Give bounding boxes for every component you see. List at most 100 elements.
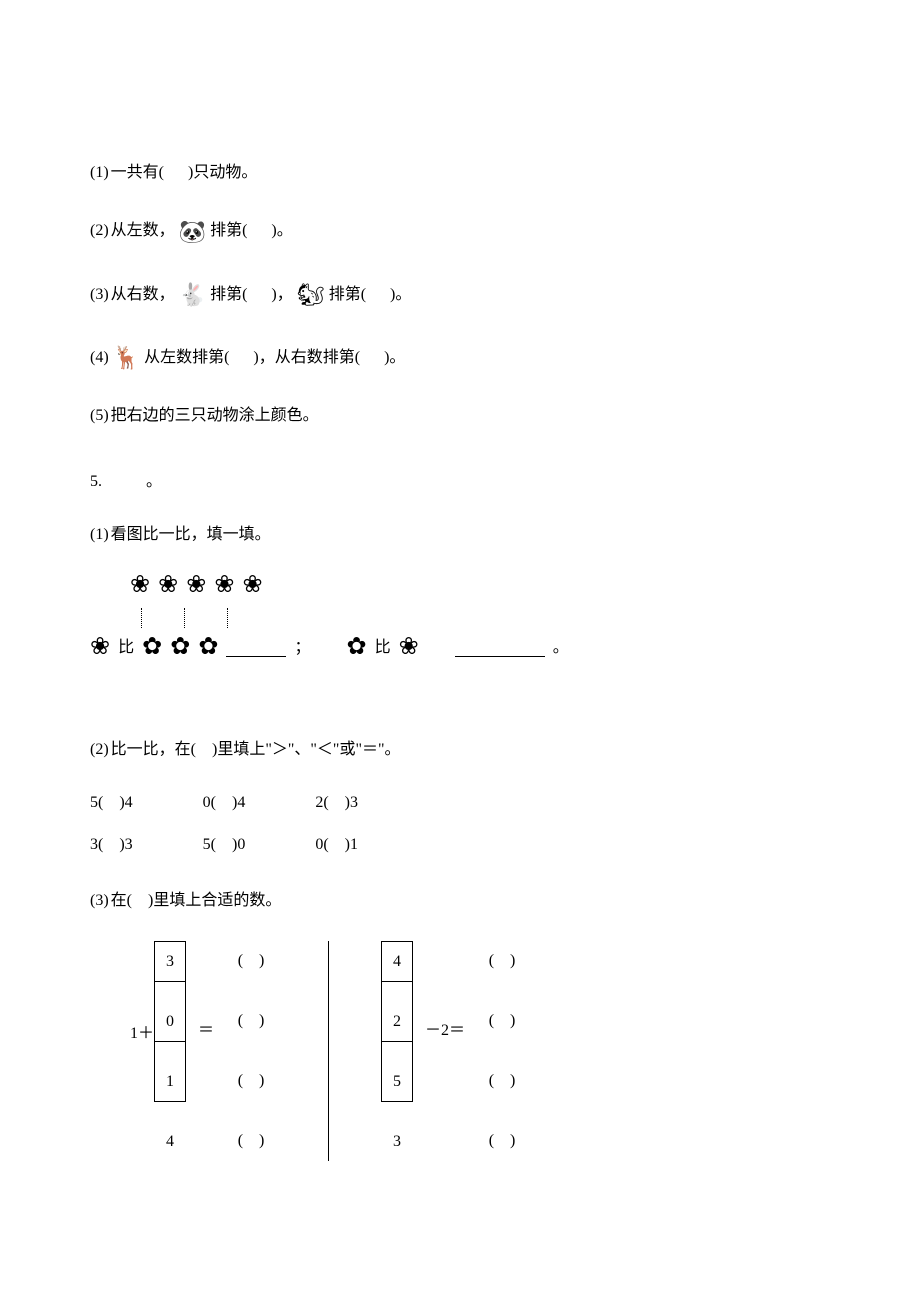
eq-ans-col: ( ) ( ) ( ) ( ): [226, 941, 276, 1161]
ans-cell: ( ): [477, 941, 527, 981]
q1-text-a: 一共有(: [111, 160, 164, 186]
compare-item: 3( )3: [90, 832, 133, 858]
section-5-label: 5.: [90, 469, 102, 495]
equation-right: 4 2 5 3 －2＝ ( ) ( ) ( ) ( ): [381, 941, 527, 1162]
p3-label: (3): [90, 888, 109, 914]
dotted-line: [227, 608, 251, 628]
ans-cell: ( ): [226, 1001, 276, 1041]
compare-item: 2( )3: [315, 790, 358, 816]
panda-icon: 🐼: [179, 214, 206, 249]
squirrel-icon: 🐿: [297, 277, 325, 312]
box-cell: 0: [155, 1002, 185, 1042]
ans-cell: ( ): [226, 1061, 276, 1101]
cmp-sep: ；: [294, 635, 310, 661]
p2-text: 比一比，在( )里填上"＞"、"＜"或"＝"。: [111, 737, 401, 763]
question-1: (1) 一共有( )只动物。: [90, 160, 830, 186]
q2-text-b: 排第(: [210, 218, 247, 244]
flower-row-bottom: ❀ 比 ✿ ✿ ✿ ； ✿ 比 ❀ 。: [90, 628, 830, 666]
q5-text: 把右边的三只动物涂上颜色。: [111, 403, 319, 429]
compare-row-2: 3( )3 5( )0 0( )1: [90, 832, 830, 858]
below-cell: 3: [381, 1122, 413, 1162]
p2-header: (2) 比一比，在( )里填上"＞"、"＜"或"＝"。: [90, 737, 830, 763]
flower-icon: ✿: [170, 628, 190, 666]
ans-cell: ( ): [477, 1001, 527, 1041]
p3-text: 在( )里填上合适的数。: [111, 888, 282, 914]
compare-item: 5( )0: [203, 832, 246, 858]
ans-col: ( ) ( ) ( ): [226, 941, 276, 1101]
flower-icon: ✿: [142, 628, 162, 666]
equation-section: 1＋ 3 0 1 4 ＝ ( ) ( ) ( ) ( ) 4 2 5: [130, 941, 830, 1162]
compare-row-1: 5( )4 0( )4 2( )3: [90, 790, 830, 816]
box-cell: 2: [382, 1002, 412, 1042]
q4-text-b: )，从右数排第(: [253, 345, 360, 371]
boxed-col: 3 0 1: [154, 941, 186, 1102]
q2-text-a: 从左数，: [111, 218, 175, 244]
question-5: (5) 把右边的三只动物涂上颜色。: [90, 403, 830, 429]
flower-icon: ❀: [130, 566, 150, 604]
spacer: [90, 697, 830, 737]
eq-left-col: 3 0 1 4: [154, 941, 186, 1162]
flower-icon: ❀: [186, 566, 206, 604]
box-cell: 1: [155, 1062, 185, 1102]
q3-text-d: 排第(: [329, 282, 366, 308]
q2-text-c: )。: [271, 218, 292, 244]
dotted-line: [184, 608, 208, 628]
question-2: (2) 从左数， 🐼 排第( )。: [90, 214, 830, 249]
blank-line: [226, 639, 286, 657]
q1-label: (1): [90, 160, 109, 186]
compare-item: 5( )4: [90, 790, 133, 816]
question-3: (3) 从右数， 🐇 排第( )， 🐿 排第( )。: [90, 277, 830, 312]
box-cell: 3: [155, 942, 185, 982]
p2-label: (2): [90, 737, 109, 763]
compare-item: 0( )4: [203, 790, 246, 816]
flower-row-top: ❀ ❀ ❀ ❀ ❀: [130, 566, 830, 604]
flower-icon: ✿: [198, 628, 218, 666]
cmp-text: 比: [375, 635, 391, 661]
equation-left: 1＋ 3 0 1 4 ＝ ( ) ( ) ( ) ( ): [130, 941, 276, 1162]
q4-text-c: )。: [384, 345, 405, 371]
cmp-text: 比: [118, 635, 134, 661]
vertical-divider: [328, 941, 329, 1161]
q4-label: (4): [90, 345, 109, 371]
dotted-lines: [130, 608, 830, 628]
p1-text: 看图比一比，填一填。: [111, 522, 271, 548]
q3-text-c: )，: [271, 282, 292, 308]
below-cell: 4: [154, 1122, 186, 1162]
q3-label: (3): [90, 282, 109, 308]
ans-below-cell: ( ): [477, 1121, 527, 1161]
ans-col: ( ) ( ) ( ): [477, 941, 527, 1101]
q5-label: (5): [90, 403, 109, 429]
section-5-header: 5. 。: [90, 469, 830, 495]
q1-text-b: )只动物。: [188, 160, 257, 186]
dotted-line: [141, 608, 165, 628]
q3-text-e: )。: [390, 282, 411, 308]
section-5-period: 。: [146, 469, 162, 495]
eq-right-col: 4 2 5 3: [381, 941, 413, 1162]
box-cell: 4: [382, 942, 412, 982]
flower-icon: ❀: [90, 628, 110, 666]
box-cell: 5: [382, 1062, 412, 1102]
flower-icon: ❀: [399, 628, 419, 666]
cmp-end: 。: [553, 635, 569, 661]
p1-header: (1) 看图比一比，填一填。: [90, 522, 830, 548]
ans-cell: ( ): [226, 941, 276, 981]
q4-text-a: 从左数排第(: [144, 345, 229, 371]
flower-diagram: ❀ ❀ ❀ ❀ ❀ ❀ 比 ✿ ✿ ✿ ； ✿ 比 ❀ 。: [90, 566, 830, 667]
q2-label: (2): [90, 218, 109, 244]
blank-line: [455, 639, 545, 657]
flower-icon: ✿: [346, 628, 366, 666]
eq-ans-col: ( ) ( ) ( ) ( ): [477, 941, 527, 1161]
p3-header: (3) 在( )里填上合适的数。: [90, 888, 830, 914]
boxed-col: 4 2 5: [381, 941, 413, 1102]
flower-icon: ❀: [158, 566, 178, 604]
flower-icon: ❀: [242, 566, 262, 604]
flower-icon: ❀: [214, 566, 234, 604]
eq-sign: ＝: [186, 941, 226, 1121]
question-4: (4) 🦌 从左数排第( )，从右数排第( )。: [90, 340, 830, 375]
compare-item: 0( )1: [315, 832, 358, 858]
q3-text-b: 排第(: [210, 282, 247, 308]
rabbit-icon: 🐇: [179, 277, 206, 312]
eq-prefix: 1＋: [130, 941, 154, 1121]
eq-suffix: －2＝: [413, 941, 477, 1121]
q3-text-a: 从右数，: [111, 282, 175, 308]
